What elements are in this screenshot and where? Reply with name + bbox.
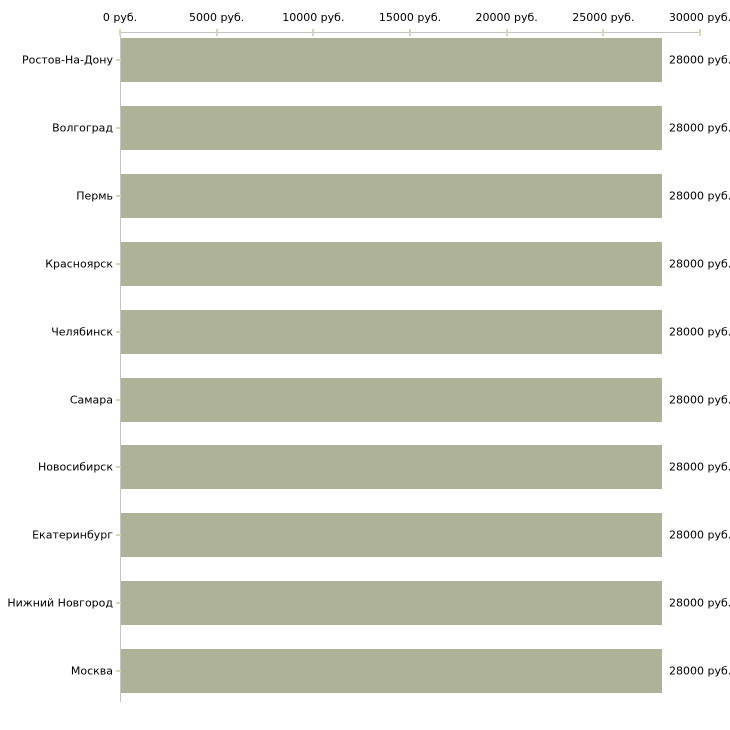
category-label: Москва xyxy=(70,664,113,678)
bar xyxy=(121,309,662,354)
y-axis-tick xyxy=(116,330,121,333)
x-axis-tick-label: 10000 руб. xyxy=(282,11,345,24)
category-label: Нижний Новгород xyxy=(7,596,113,610)
x-axis-tick xyxy=(505,29,508,36)
x-axis-tick xyxy=(215,29,218,36)
bar xyxy=(121,241,662,286)
value-label: 28000 руб. xyxy=(669,121,730,135)
bar xyxy=(121,38,662,82)
x-axis-tick xyxy=(602,29,605,36)
category-label: Екатеринбург xyxy=(32,528,113,542)
category-label: Волгоград xyxy=(52,121,113,135)
value-label: 28000 руб. xyxy=(669,596,730,610)
x-axis-tick-label: 30000 руб. xyxy=(668,11,730,24)
x-axis-tick xyxy=(409,29,411,36)
x-axis-tick xyxy=(119,29,121,36)
bar xyxy=(121,445,662,490)
x-axis-tick-label: 5000 руб. xyxy=(189,11,245,24)
value-label: 28000 руб. xyxy=(669,460,730,474)
x-axis-tick-label: 20000 руб. xyxy=(475,11,538,24)
y-axis-tick xyxy=(116,126,121,129)
x-axis-tick-label: 0 руб. xyxy=(102,11,138,24)
value-label: 28000 руб. xyxy=(669,664,730,678)
y-axis-tick xyxy=(116,602,121,605)
category-label: Пермь xyxy=(76,189,113,203)
y-axis-tick xyxy=(116,466,121,469)
y-axis-tick xyxy=(116,262,121,265)
bar xyxy=(121,649,662,694)
y-axis-tick xyxy=(116,398,121,401)
bar xyxy=(121,105,662,150)
bar xyxy=(121,173,662,218)
category-label: Красноярск xyxy=(45,257,113,271)
bar xyxy=(121,513,662,558)
y-axis-tick xyxy=(116,670,121,673)
value-label: 28000 руб. xyxy=(669,257,730,271)
bar xyxy=(121,581,662,626)
x-axis-tick xyxy=(699,29,701,36)
y-axis-tick xyxy=(116,194,121,197)
category-label: Челябинск xyxy=(51,325,113,339)
y-axis-tick xyxy=(116,59,121,61)
category-label: Ростов-На-Дону xyxy=(21,53,113,67)
x-axis-tick xyxy=(312,29,315,36)
value-label: 28000 руб. xyxy=(669,189,730,203)
y-axis-line xyxy=(120,32,121,702)
value-label: 28000 руб. xyxy=(669,528,730,542)
bar xyxy=(121,377,662,422)
category-label: Новосибирск xyxy=(37,460,113,474)
value-label: 28000 руб. xyxy=(669,325,730,339)
value-label: 28000 руб. xyxy=(669,53,730,67)
value-label: 28000 руб. xyxy=(669,393,730,406)
x-axis-tick-label: 15000 руб. xyxy=(378,11,442,24)
y-axis-tick xyxy=(116,534,121,537)
x-axis-tick-label: 25000 руб. xyxy=(572,11,635,24)
category-label: Самара xyxy=(69,393,113,406)
